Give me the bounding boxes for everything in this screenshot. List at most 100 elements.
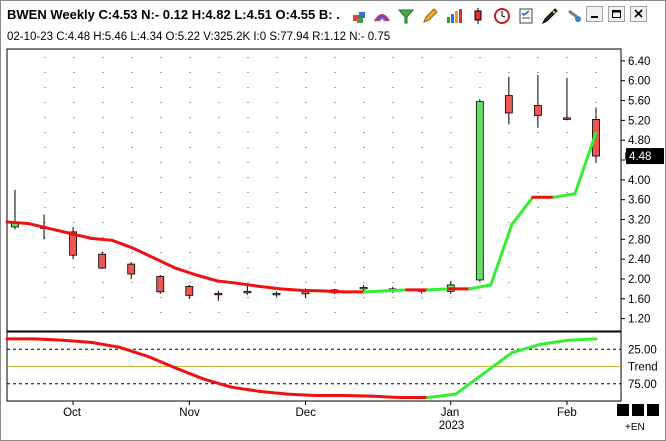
moving-average-segment — [510, 195, 535, 226]
y-tick-label: 2.40 — [628, 254, 650, 266]
pen-icon[interactable] — [541, 7, 559, 25]
oscillator-segment — [454, 371, 486, 396]
x-tick-label: Nov — [179, 407, 200, 419]
minimize-button[interactable] — [586, 6, 603, 22]
y-tick-label: 4.00 — [628, 175, 650, 187]
level-label: 25.00 — [628, 344, 657, 356]
x-tick-label: Oct — [63, 407, 82, 419]
oscillator-segment — [482, 351, 514, 375]
x-tick-label: Dec — [296, 407, 317, 419]
pin-icon[interactable] — [565, 7, 583, 25]
oscillator-segment — [117, 345, 149, 358]
bar-chart-icon[interactable] — [445, 7, 463, 25]
candle-body — [214, 292, 223, 296]
y-tick-label: 1.60 — [628, 294, 650, 306]
oscillator-segment — [33, 337, 65, 342]
moving-average-segment — [552, 192, 577, 199]
moving-average-segment — [236, 281, 261, 288]
y-tick-label: 2.00 — [628, 274, 650, 286]
level-label: 75.00 — [628, 379, 657, 391]
oscillator-segment — [145, 354, 177, 370]
oscillator-segment — [426, 392, 458, 400]
panel-square[interactable] — [617, 404, 629, 416]
candle-body — [185, 285, 194, 296]
candle-body — [98, 253, 107, 269]
moving-average-segment — [257, 284, 282, 291]
moving-average-segment — [489, 222, 514, 287]
oscillator-segment — [510, 342, 542, 355]
moving-average-segment — [321, 289, 346, 294]
moving-average-segment — [468, 283, 493, 291]
moving-average-segment — [68, 231, 93, 240]
moving-average-segment — [131, 246, 156, 260]
moving-average-segment — [426, 287, 451, 292]
panel-square[interactable] — [632, 404, 644, 416]
moving-average-segment — [278, 287, 303, 292]
moving-average-segment — [215, 279, 240, 285]
moving-average-segment — [89, 236, 114, 242]
oscillator-segment — [342, 393, 374, 398]
level-label: Trend — [628, 362, 658, 374]
moving-average-segment — [194, 273, 219, 283]
price-panel-frame — [6, 48, 622, 332]
candle-body — [563, 117, 571, 120]
moving-average-segment — [152, 256, 177, 270]
y-tick-label: 5.60 — [628, 96, 650, 108]
moving-average-segment — [47, 226, 72, 235]
candle-body — [359, 286, 368, 290]
window-title: BWEN Weekly C:4.53 N:- 0.12 H:4.82 L:4.5… — [7, 7, 340, 22]
title-bar: BWEN Weekly C:4.53 N:- 0.12 H:4.82 L:4.5… — [1, 1, 665, 29]
oscillator-segment — [285, 392, 318, 397]
candle-body — [69, 231, 77, 256]
moving-average-segment — [363, 289, 388, 294]
rainbow-icon[interactable] — [373, 7, 391, 25]
y-tick-label: 3.60 — [628, 195, 650, 207]
ohlc-info-bar: 02-10-23 C:4.48 H:5.46 L:4.34 O:5.22 V:3… — [7, 31, 391, 43]
year-label: 2023 — [439, 420, 465, 432]
candle-body — [243, 290, 252, 294]
candle-body — [127, 263, 136, 275]
y-tick-label: 4.80 — [628, 135, 650, 147]
oscillator-segment — [538, 338, 570, 346]
oscillator-segment — [201, 377, 233, 389]
candle-body — [156, 276, 165, 293]
maximize-button[interactable] — [608, 6, 625, 22]
candle-body — [272, 292, 281, 296]
panel-square[interactable] — [647, 404, 659, 416]
candle-body — [475, 101, 484, 281]
x-tick-label: Jan — [441, 407, 460, 419]
last-price-box — [626, 148, 664, 165]
y-tick-label: 1.20 — [628, 314, 650, 326]
moving-average-segment — [5, 220, 30, 225]
oscillator-segment — [229, 385, 261, 393]
y-tick-label: 6.00 — [628, 76, 650, 88]
oscillator-segment — [173, 366, 205, 381]
moving-average-segment — [173, 266, 198, 277]
y-tick-label: 3.20 — [628, 214, 650, 226]
moving-average-segment — [384, 288, 409, 293]
clock-icon[interactable] — [493, 7, 511, 25]
candle-body — [534, 105, 542, 116]
cubes-icon[interactable] — [351, 7, 369, 25]
moving-average-segment — [110, 238, 135, 250]
oscillator-segment — [61, 338, 93, 344]
oscillator-segment — [89, 340, 121, 349]
close-button[interactable] — [630, 6, 647, 22]
oscillator-segment — [257, 389, 289, 396]
y-tick-label: 2.80 — [628, 234, 650, 246]
oscillator-segment — [370, 394, 402, 400]
pencil-icon[interactable] — [421, 7, 439, 25]
last-price-label: 4.48 — [629, 151, 651, 163]
candle-body — [504, 95, 513, 114]
checklist-icon[interactable] — [517, 7, 535, 25]
y-tick-label: 5.20 — [628, 115, 650, 127]
moving-average-segment — [26, 221, 51, 230]
locale-indicator: +EN — [625, 422, 645, 433]
candlestick-icon[interactable] — [469, 7, 487, 25]
oscillator-segment — [566, 337, 598, 342]
moving-average-segment — [573, 131, 598, 196]
y-tick-label: 6.40 — [628, 56, 650, 68]
filter-funnel-icon[interactable] — [397, 7, 415, 25]
